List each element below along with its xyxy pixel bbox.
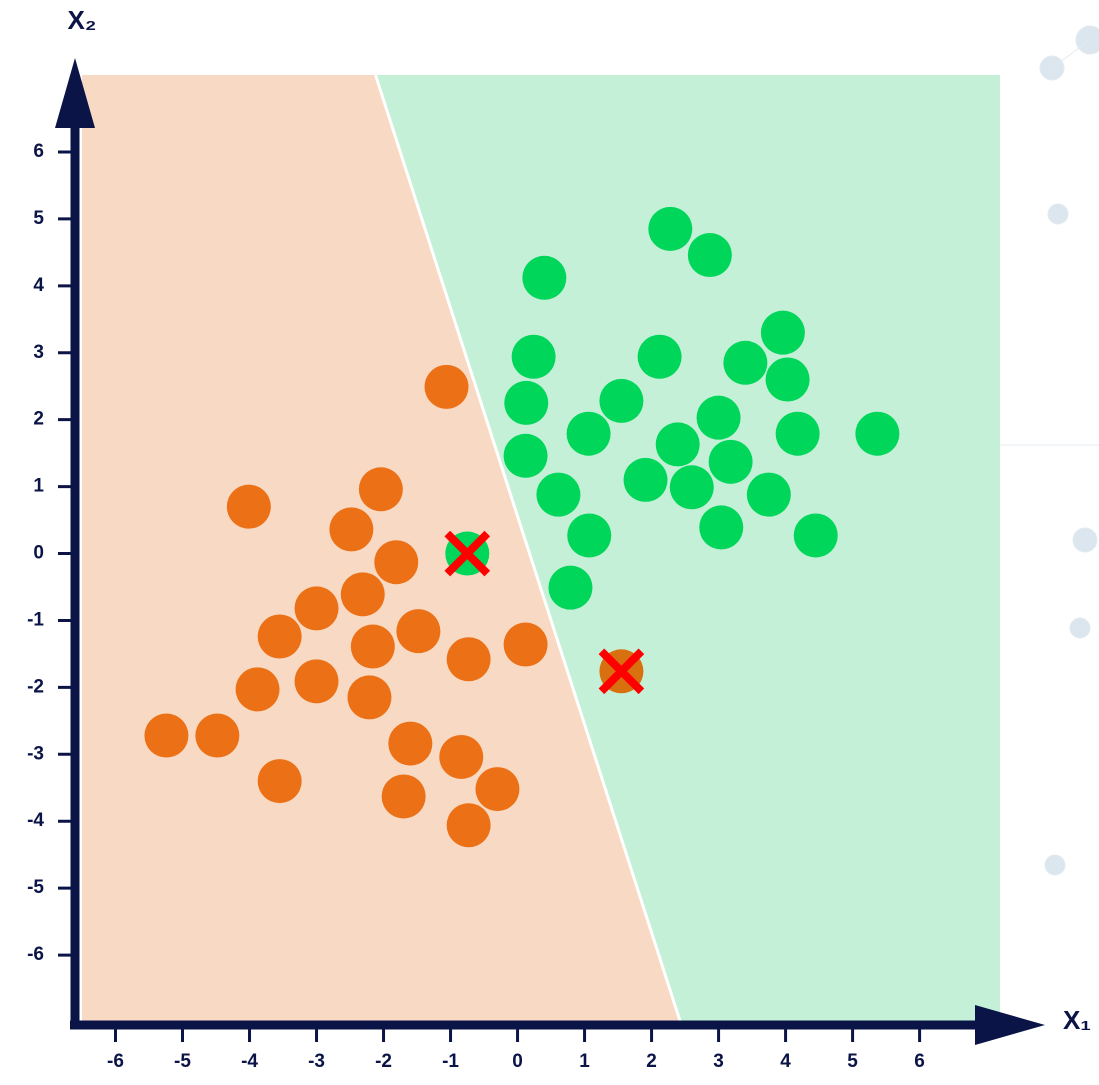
y-tick-label: 3 [33, 342, 44, 363]
point [351, 625, 395, 669]
x-tick-label: -2 [375, 1051, 392, 1072]
decor-node [1070, 618, 1090, 638]
y-tick-label: -5 [27, 877, 44, 898]
x-axis-arrow [975, 1005, 1045, 1045]
point [599, 379, 643, 423]
decor-node [1073, 528, 1097, 552]
point [697, 396, 741, 440]
point [766, 358, 810, 402]
x-axis-label: X₁ [1063, 1005, 1091, 1035]
x-tick-label: -5 [174, 1051, 191, 1072]
x-tick-label: 2 [646, 1051, 657, 1072]
point [761, 311, 805, 355]
point [670, 465, 714, 509]
point [504, 381, 548, 425]
point [512, 335, 556, 379]
x-tick-label: 4 [780, 1051, 791, 1072]
point [447, 637, 491, 681]
decor-node [1048, 204, 1068, 224]
point [258, 759, 302, 803]
point [382, 774, 426, 818]
x-tick-label: 1 [579, 1051, 590, 1072]
y-tick-label: -3 [27, 743, 44, 764]
point [656, 422, 700, 466]
y-tick-label: 2 [33, 409, 44, 430]
point [329, 507, 373, 551]
point [236, 667, 280, 711]
y-tick-label: -2 [27, 676, 44, 697]
point [359, 467, 403, 511]
point [504, 623, 548, 667]
point [522, 256, 566, 300]
y-tick-label: 4 [33, 275, 44, 296]
point [567, 412, 611, 456]
point [624, 458, 668, 502]
decor-node [1045, 855, 1065, 875]
y-tick-label: 1 [33, 476, 44, 497]
point [723, 341, 767, 385]
x-tick-label: -3 [308, 1051, 325, 1072]
point [388, 722, 432, 766]
x-tick-label: 0 [512, 1051, 523, 1072]
point [447, 803, 491, 847]
x-tick-label: 5 [847, 1051, 858, 1072]
point [548, 566, 592, 610]
y-tick-label: 0 [33, 543, 44, 564]
y-axis-label: X₂ [68, 5, 97, 35]
y-tick-label: 6 [33, 141, 44, 162]
x-tick-label: -1 [442, 1051, 459, 1072]
point [439, 735, 483, 779]
point [794, 513, 838, 557]
point [475, 767, 519, 811]
x-tick-label: 6 [914, 1051, 925, 1072]
x-tick-label: 3 [713, 1051, 724, 1072]
point [776, 412, 820, 456]
point [648, 207, 692, 251]
point [425, 365, 469, 409]
point [347, 675, 391, 719]
point [688, 233, 732, 277]
point [144, 714, 188, 758]
y-tick-label: 5 [33, 208, 44, 229]
chart: X₂ X₁ -6 -5 -4 -3 -2 -1 0 1 2 3 4 5 6 -6 -5 -4 -3 -2 -1 0 1 2… [0, 0, 1099, 1085]
point [374, 540, 418, 584]
point [699, 505, 743, 549]
x-tick-label: -4 [241, 1051, 258, 1072]
point [295, 586, 339, 630]
point [341, 572, 385, 616]
y-tick-label: -4 [27, 810, 44, 831]
point [567, 513, 611, 557]
point [258, 615, 302, 659]
y-tick-label: -6 [27, 944, 44, 965]
point [638, 335, 682, 379]
point [855, 412, 899, 456]
point [227, 485, 271, 529]
decor-node [1076, 26, 1099, 54]
decor-link [1052, 40, 1090, 68]
x-tick-label: -6 [107, 1051, 124, 1072]
point [536, 473, 580, 517]
point [504, 434, 548, 478]
y-tick-label: -1 [27, 609, 44, 630]
point [295, 659, 339, 703]
point [396, 609, 440, 653]
point [195, 714, 239, 758]
point [747, 473, 791, 517]
point [709, 440, 753, 484]
